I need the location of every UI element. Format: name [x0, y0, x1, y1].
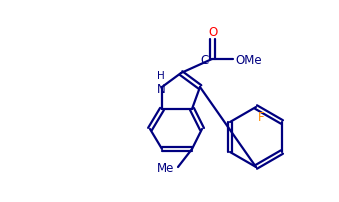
Text: Me: Me: [157, 162, 174, 175]
Text: C: C: [201, 54, 209, 67]
Text: OMe: OMe: [235, 53, 262, 66]
Text: F: F: [258, 110, 265, 123]
Text: H: H: [157, 71, 165, 81]
Text: O: O: [208, 26, 218, 39]
Text: N: N: [157, 83, 165, 96]
